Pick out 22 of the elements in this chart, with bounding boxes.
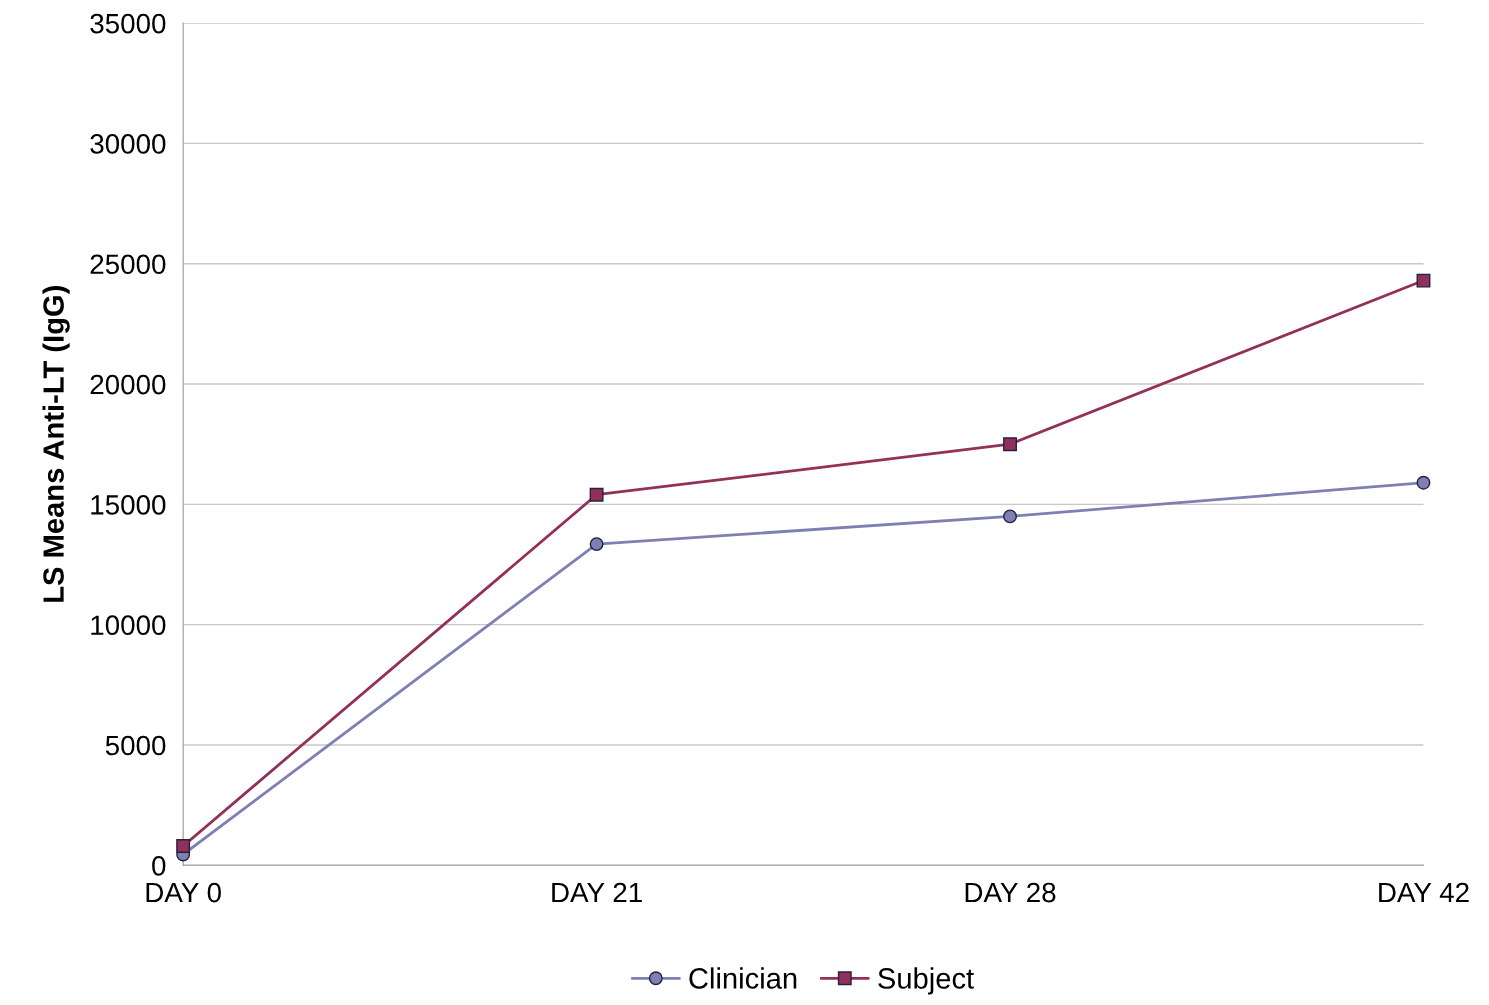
point	[1416, 475, 1431, 490]
y-tick-label: 10000	[91, 615, 166, 636]
legend-label: Clinician	[689, 967, 797, 989]
y-tick-label: 20000	[90, 374, 166, 395]
x-tick-label: DAY 0	[146, 882, 221, 903]
y-axis-title: LS Means Anti-LT (IgG)	[42, 286, 70, 602]
x-tick-label: DAY 42	[1379, 882, 1469, 903]
y-tick-label: 35000	[90, 13, 166, 34]
point	[1003, 437, 1017, 452]
y-tick-label: 15000	[91, 495, 166, 515]
y-tick-label: 5000	[105, 735, 166, 756]
point	[1003, 509, 1017, 524]
y-tick-label: 0	[152, 855, 166, 876]
legend-label: Subject	[878, 967, 974, 995]
point	[1416, 273, 1431, 288]
y-tick-label: 25000	[90, 254, 166, 275]
y-tick-label: 30000	[90, 134, 166, 154]
x-tick-label: DAY 28	[965, 882, 1056, 903]
x-tick-label: DAY 21	[552, 882, 642, 903]
point	[589, 537, 604, 552]
point	[589, 487, 604, 502]
point	[176, 839, 191, 854]
